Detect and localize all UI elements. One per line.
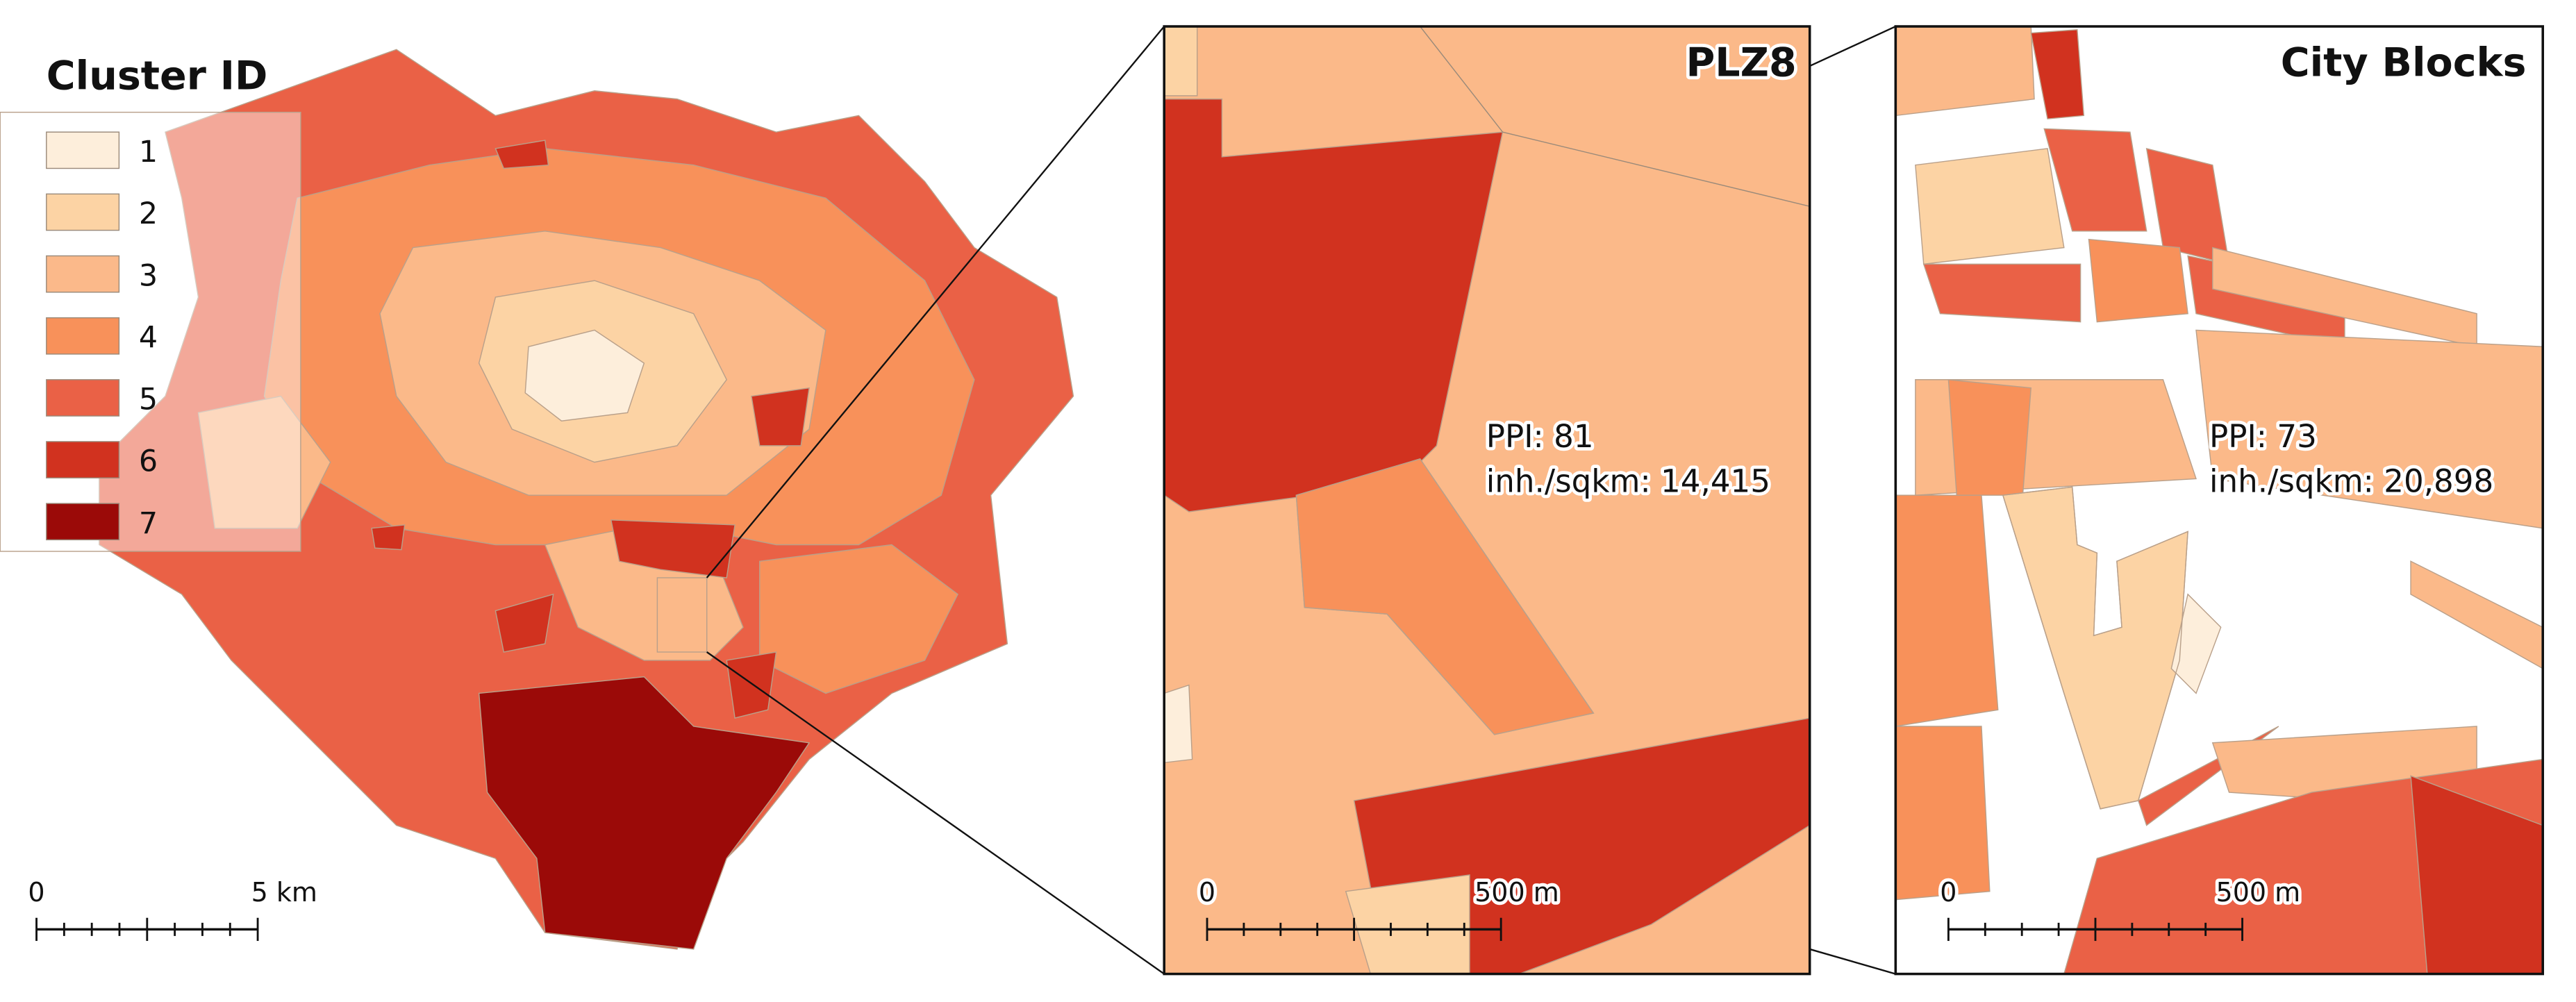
legend-label: 5 [139, 383, 158, 417]
map-region [1295, 458, 1595, 735]
legend-swatch [46, 317, 120, 355]
legend-swatch [46, 503, 120, 541]
legend-label: 1 [139, 135, 158, 169]
map-region [495, 140, 549, 169]
legend-swatch [46, 255, 120, 293]
map-region [524, 329, 645, 421]
map-region [1420, 26, 1504, 133]
map-region [2170, 593, 2222, 694]
legend-title: Cluster ID [47, 53, 268, 99]
map-region [726, 651, 777, 719]
map-region [1809, 25, 1896, 67]
map-region [495, 593, 554, 653]
scale-label: 0 [1199, 877, 1215, 908]
legend-swatch [46, 131, 120, 169]
scale-label: 0 [28, 877, 44, 908]
scale-bar: 0 5 km [25, 874, 321, 942]
annotation: PPI: 73 [2209, 418, 2317, 455]
map-region [371, 524, 406, 551]
annotation: inh./sqkm: 20,898 [2209, 462, 2493, 499]
legend: Cluster ID 1 2 3 4 5 6 7 [46, 53, 268, 541]
legend-label: 2 [139, 197, 158, 231]
city-blocks-map [1895, 26, 2543, 974]
scale-bar: 0 500 m [1937, 874, 2304, 942]
plz8-map [1164, 26, 1810, 974]
scale-label: 0 [1940, 877, 1956, 908]
map-region [1895, 26, 2035, 117]
panel-title: PLZ8 [1686, 40, 1796, 85]
map-region [610, 519, 736, 578]
legend-swatch [46, 379, 120, 417]
panel-frame [1894, 25, 2545, 976]
annotation: inh./sqkm: 14,415 [1486, 462, 1770, 499]
connector-lines [706, 25, 1896, 975]
map-region [2410, 560, 2543, 669]
map-region [1809, 948, 1896, 975]
map-region [656, 577, 708, 653]
scale-label: 5 km [251, 877, 317, 908]
map-region [1895, 494, 1999, 727]
annotation: PPI: 81 [1486, 418, 1594, 455]
map-region [1895, 726, 1991, 901]
map-region [2030, 29, 2085, 119]
map-region [2043, 128, 2147, 232]
legend-label: 7 [139, 506, 158, 541]
map-region [751, 387, 810, 446]
map-region [1915, 148, 2065, 265]
legend-swatch [46, 193, 120, 231]
map-region [2195, 329, 2543, 529]
scale-label: 500 m [1474, 877, 1559, 908]
panel-title: City Blocks [2281, 40, 2527, 85]
map-region [1164, 98, 1504, 512]
map-region [1922, 263, 2081, 323]
scale-label: 500 m [2216, 877, 2301, 908]
map-region [1164, 684, 1193, 764]
map-region [2002, 486, 2188, 810]
legend-label: 4 [139, 320, 158, 355]
map-region [706, 26, 1165, 578]
map-region [1345, 874, 1470, 974]
map-region [478, 676, 811, 950]
legend-label: 6 [139, 444, 158, 479]
legend-swatch [46, 441, 120, 478]
map-region [2410, 775, 2543, 974]
map-region [2088, 238, 2188, 323]
scale-bar: 0 500 m [1195, 874, 1563, 942]
panel-frame [1163, 25, 1811, 976]
map-region [706, 651, 1165, 975]
map-region [1164, 26, 1198, 97]
map-region [197, 395, 331, 529]
main-map [0, 49, 1074, 950]
map-region [1947, 378, 2032, 496]
legend-label: 3 [139, 258, 158, 293]
map-region [1502, 131, 1810, 207]
